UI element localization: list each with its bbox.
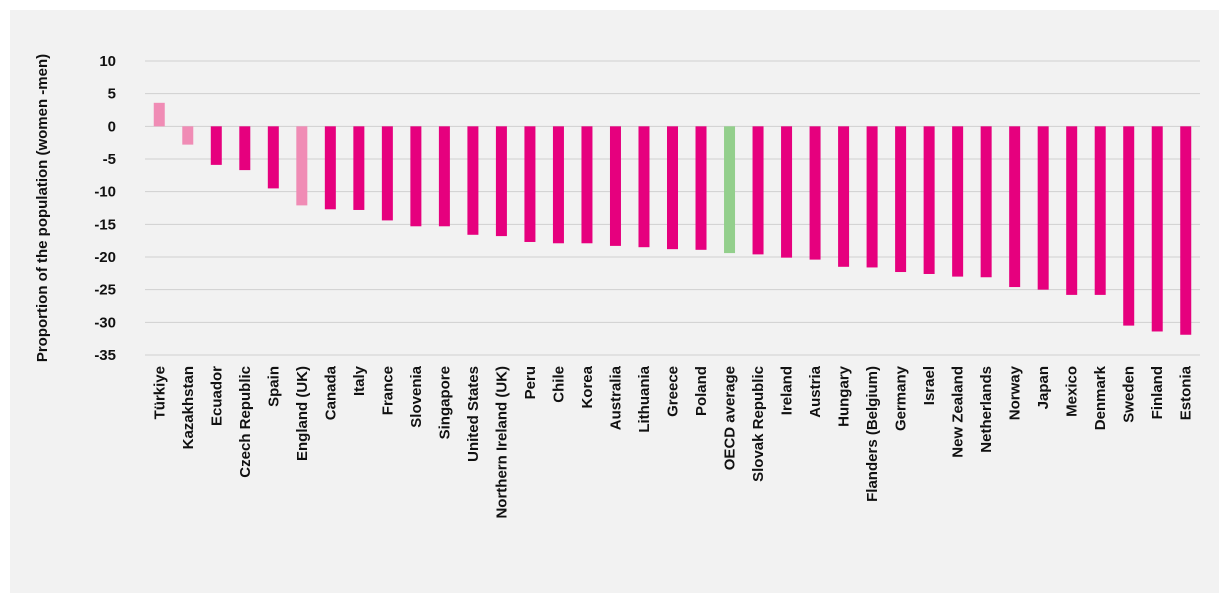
bar — [381, 126, 393, 221]
bar — [1094, 126, 1106, 295]
x-tick-label: Italy — [351, 365, 368, 396]
x-tick-label: Chile — [550, 366, 567, 403]
bar — [952, 126, 964, 277]
y-tick-label: 10 — [99, 53, 116, 70]
bar — [866, 126, 878, 268]
bar — [467, 126, 479, 235]
bar — [524, 126, 536, 242]
bar — [495, 126, 507, 237]
y-tick-label: 0 — [108, 118, 116, 135]
x-tick-label: Germany — [893, 365, 910, 431]
bar — [809, 126, 821, 260]
bar — [210, 126, 222, 165]
bar — [724, 126, 736, 254]
x-tick-label: Türkiye — [151, 366, 168, 419]
y-tick-label: -30 — [94, 314, 116, 331]
x-tick-label: Norway — [1007, 365, 1024, 420]
bar — [1037, 126, 1049, 290]
x-tick-label: OECD average — [722, 366, 739, 470]
x-axis-ticks: Türkiye Kazakhstan Ecuador Czech Republic Sp… — [151, 365, 1194, 518]
x-tick-label: Singapore — [436, 366, 453, 439]
bar — [353, 126, 365, 210]
bar — [667, 126, 678, 250]
x-tick-label: Australia — [607, 365, 624, 430]
bar — [1066, 126, 1078, 295]
bar — [838, 126, 850, 267]
bar — [980, 126, 992, 278]
chart-panel: 10 5 0 -5 -10 -15 -20 -25 -30 -35 Türkiye Kazakhst… — [10, 10, 1219, 593]
x-tick-label: Israel — [921, 366, 938, 405]
x-tick-label: France — [379, 366, 396, 415]
x-tick-label: Kazakhstan — [180, 366, 197, 449]
x-tick-label: Poland — [693, 366, 710, 416]
bar — [581, 126, 593, 244]
y-tick-label: -20 — [94, 249, 116, 266]
bar — [609, 126, 621, 246]
x-tick-label: England (UK) — [294, 366, 311, 461]
bar — [552, 126, 564, 244]
x-tick-label: Peru — [522, 366, 539, 399]
bar — [895, 126, 907, 273]
x-tick-label: New Zealand — [950, 366, 967, 458]
x-tick-label: Mexico — [1064, 366, 1081, 417]
x-tick-label: Sweden — [1121, 366, 1138, 423]
bar — [410, 126, 422, 227]
y-axis-label: Proportion of the population (women -men… — [34, 54, 51, 362]
bar — [153, 102, 165, 127]
bar — [752, 126, 764, 255]
x-tick-label: Hungary — [836, 365, 853, 427]
bar — [324, 126, 336, 210]
x-tick-label: Denmark — [1092, 365, 1109, 430]
x-tick-label: Flanders (Belgium) — [864, 366, 881, 502]
x-tick-label: Finland — [1149, 366, 1166, 419]
y-tick-label: -10 — [94, 184, 116, 201]
x-tick-label: Greece — [665, 366, 682, 417]
bar — [438, 126, 450, 227]
bar — [1151, 126, 1163, 332]
x-tick-label: Lithuania — [636, 365, 653, 432]
bar — [638, 126, 650, 248]
x-tick-label: Slovenia — [408, 365, 425, 427]
bar — [296, 126, 308, 206]
x-tick-label: Slovak Republic — [750, 366, 767, 482]
y-tick-label: -25 — [94, 282, 116, 299]
x-tick-label: Czech Republic — [237, 366, 254, 478]
bar — [695, 126, 707, 250]
bar — [1009, 126, 1021, 288]
y-tick-label: -35 — [94, 347, 116, 364]
bars — [153, 102, 1192, 335]
x-tick-label: Japan — [1035, 366, 1052, 409]
bar — [923, 126, 935, 274]
x-tick-label: Canada — [322, 365, 339, 420]
x-tick-label: Austria — [807, 365, 824, 417]
x-tick-label: Netherlands — [978, 366, 995, 453]
bar — [781, 126, 793, 258]
x-tick-label: Ireland — [779, 366, 796, 415]
y-axis-ticks: 10 5 0 -5 -10 -15 -20 -25 -30 -35 — [94, 53, 116, 364]
bar-chart: 10 5 0 -5 -10 -15 -20 -25 -30 -35 Türkiye Kazakhst… — [34, 53, 1200, 519]
y-tick-label: -5 — [103, 151, 116, 168]
bar — [267, 126, 279, 189]
x-tick-label: Spain — [265, 366, 282, 407]
x-tick-label: Estonia — [1178, 365, 1195, 420]
x-tick-label: Northern Ireland (UK) — [493, 366, 510, 519]
x-tick-label: United States — [465, 366, 482, 462]
bar — [1180, 126, 1192, 335]
x-tick-label: Ecuador — [208, 366, 225, 426]
bar — [239, 126, 251, 171]
bar — [1123, 126, 1135, 326]
y-tick-label: -15 — [94, 216, 116, 233]
y-tick-label: 5 — [108, 86, 116, 103]
bar — [182, 126, 194, 145]
x-tick-label: Korea — [579, 365, 596, 408]
